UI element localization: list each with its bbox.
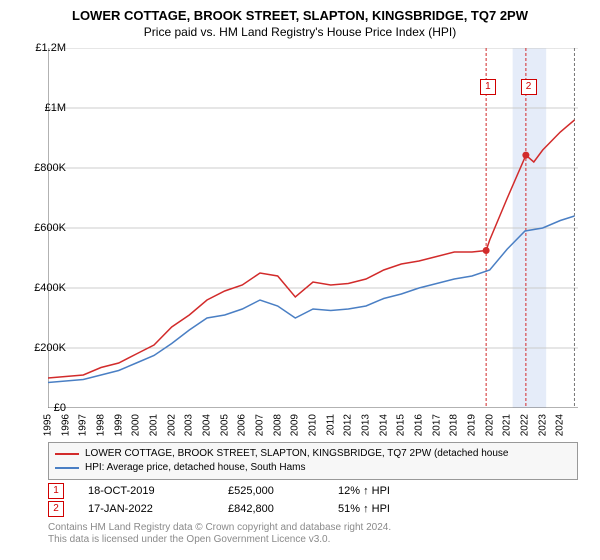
footer-line1: Contains HM Land Registry data © Crown c…	[48, 522, 578, 534]
x-tick-label: 2001	[149, 414, 160, 436]
x-tick-label: 1998	[96, 414, 107, 436]
event-date-1: 18-OCT-2019	[88, 485, 228, 497]
x-tick-label: 2007	[255, 414, 266, 436]
x-tick-label: 2009	[290, 414, 301, 436]
event-hpi-2: 51% ↑ HPI	[338, 503, 458, 515]
chart-title: LOWER COTTAGE, BROOK STREET, SLAPTON, KI…	[0, 0, 600, 23]
footer-attribution: Contains HM Land Registry data © Crown c…	[48, 522, 578, 546]
x-tick-label: 2000	[131, 414, 142, 436]
x-tick-label: 2023	[537, 414, 548, 436]
event-price-2: £842,800	[228, 503, 338, 515]
chart-svg	[48, 48, 578, 408]
x-tick-label: 2006	[237, 414, 248, 436]
legend-row-property: LOWER COTTAGE, BROOK STREET, SLAPTON, KI…	[55, 447, 571, 461]
footer-line2: This data is licensed under the Open Gov…	[48, 534, 578, 546]
x-tick-label: 2019	[467, 414, 478, 436]
event-row-1: 1 18-OCT-2019 £525,000 12% ↑ HPI	[48, 482, 578, 500]
y-tick-label: £600K	[34, 222, 66, 234]
x-tick-label: 2008	[272, 414, 283, 436]
legend-swatch-hpi	[55, 467, 79, 469]
event-badge-2: 2	[48, 501, 64, 517]
x-tick-label: 2014	[378, 414, 389, 436]
chart-marker-2: 2	[521, 79, 537, 95]
x-tick-label: 2005	[219, 414, 230, 436]
x-tick-label: 2022	[520, 414, 531, 436]
x-tick-label: 2004	[202, 414, 213, 436]
x-tick-label: 2010	[308, 414, 319, 436]
legend-row-hpi: HPI: Average price, detached house, Sout…	[55, 461, 571, 475]
x-tick-label: 2021	[502, 414, 513, 436]
x-tick-label: 1996	[60, 414, 71, 436]
legend-label-property: LOWER COTTAGE, BROOK STREET, SLAPTON, KI…	[85, 447, 508, 461]
chart-marker-1: 1	[480, 79, 496, 95]
x-tick-label: 2017	[431, 414, 442, 436]
x-tick-label: 1995	[43, 414, 54, 436]
x-tick-label: 2015	[396, 414, 407, 436]
x-tick-label: 2020	[484, 414, 495, 436]
x-tick-label: 2024	[555, 414, 566, 436]
y-tick-label: £200K	[34, 342, 66, 354]
x-tick-label: 2013	[361, 414, 372, 436]
event-price-1: £525,000	[228, 485, 338, 497]
event-hpi-1: 12% ↑ HPI	[338, 485, 458, 497]
event-row-2: 2 17-JAN-2022 £842,800 51% ↑ HPI	[48, 500, 578, 518]
x-tick-label: 2012	[343, 414, 354, 436]
events-table: 1 18-OCT-2019 £525,000 12% ↑ HPI 2 17-JA…	[48, 482, 578, 518]
chart-area	[48, 48, 578, 408]
x-tick-label: 1999	[113, 414, 124, 436]
event-date-2: 17-JAN-2022	[88, 503, 228, 515]
x-tick-label: 2018	[449, 414, 460, 436]
x-tick-label: 1997	[78, 414, 89, 436]
x-tick-label: 2011	[325, 414, 336, 436]
y-tick-label: £1.2M	[35, 42, 66, 54]
x-tick-label: 2002	[166, 414, 177, 436]
y-tick-label: £400K	[34, 282, 66, 294]
chart-subtitle: Price paid vs. HM Land Registry's House …	[0, 23, 600, 43]
legend-swatch-property	[55, 453, 79, 455]
y-tick-label: £1M	[45, 102, 66, 114]
event-badge-1: 1	[48, 483, 64, 499]
x-tick-label: 2016	[414, 414, 425, 436]
legend-box: LOWER COTTAGE, BROOK STREET, SLAPTON, KI…	[48, 442, 578, 480]
y-tick-label: £0	[54, 402, 66, 414]
x-tick-label: 2003	[184, 414, 195, 436]
y-tick-label: £800K	[34, 162, 66, 174]
legend-label-hpi: HPI: Average price, detached house, Sout…	[85, 461, 306, 475]
